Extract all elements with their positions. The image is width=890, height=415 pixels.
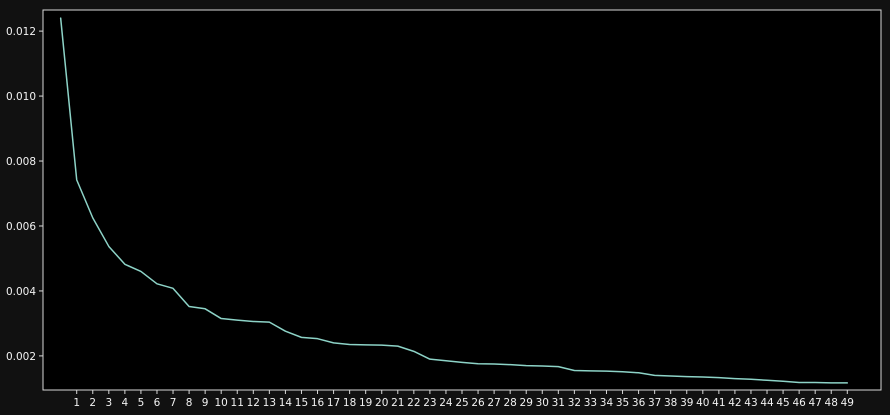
x-tick-label: 13 [263,397,276,409]
x-tick-label: 1 [73,397,80,409]
x-tick-label: 22 [407,397,420,409]
y-tick-label: 0.010 [6,91,36,103]
x-tick-label: 41 [712,397,725,409]
x-tick-label: 47 [808,397,821,409]
x-tick-label: 7 [170,397,177,409]
x-tick-label: 49 [841,397,854,409]
x-axis: 1 2 3 4 5 6 7 8 9 10 11 12 13 14 15 16 17 18 19 20 21 22 23 24 2… [73,390,854,409]
x-tick-label: 32 [568,397,581,409]
y-tick-label: 0.012 [6,26,36,38]
x-tick-label: 21 [391,397,404,409]
x-tick-label: 25 [455,397,468,409]
y-tick-label: 0.004 [6,286,36,298]
x-tick-label: 30 [536,397,549,409]
x-tick-label: 33 [584,397,597,409]
x-tick-label: 6 [154,397,161,409]
x-tick-label: 14 [279,397,293,409]
plot-frame [42,9,882,391]
x-tick-label: 24 [439,397,453,409]
series-line [59,17,849,384]
y-axis: 0.002 0.004 0.006 0.008 0.010 0.012 [6,26,43,363]
x-tick-label: 31 [552,397,565,409]
x-tick-label: 20 [375,397,388,409]
x-tick-label: 40 [696,397,709,409]
plot-area [43,10,881,390]
series-layer [59,17,849,384]
x-tick-label: 8 [186,397,193,409]
x-tick-label: 9 [202,397,209,409]
x-tick-label: 38 [664,397,677,409]
x-tick-label: 36 [632,397,646,409]
x-tick-label: 45 [776,397,789,409]
x-tick-label: 15 [295,397,308,409]
x-tick-label: 23 [423,397,436,409]
x-tick-label: 46 [792,397,806,409]
x-tick-label: 17 [327,397,340,409]
x-tick-label: 34 [600,397,614,409]
x-tick-label: 26 [471,397,485,409]
x-tick-label: 10 [215,397,228,409]
x-tick-label: 5 [138,397,145,409]
x-tick-label: 2 [89,397,96,409]
y-tick-label: 0.006 [6,221,36,233]
x-tick-label: 42 [728,397,741,409]
x-tick-label: 11 [231,397,244,409]
x-tick-label: 3 [105,397,112,409]
x-tick-label: 16 [311,397,325,409]
x-tick-label: 28 [503,397,516,409]
x-tick-label: 44 [760,397,774,409]
x-tick-label: 37 [648,397,661,409]
y-tick-label: 0.002 [6,351,36,363]
x-tick-label: 39 [680,397,693,409]
x-tick-label: 29 [520,397,533,409]
x-tick-label: 18 [343,397,356,409]
x-tick-label: 27 [487,397,500,409]
x-tick-label: 19 [359,397,372,409]
y-tick-label: 0.008 [6,156,36,168]
x-tick-label: 48 [825,397,838,409]
x-tick-label: 43 [744,397,757,409]
x-tick-label: 4 [122,397,129,409]
x-tick-label: 35 [616,397,629,409]
x-tick-label: 12 [247,397,260,409]
